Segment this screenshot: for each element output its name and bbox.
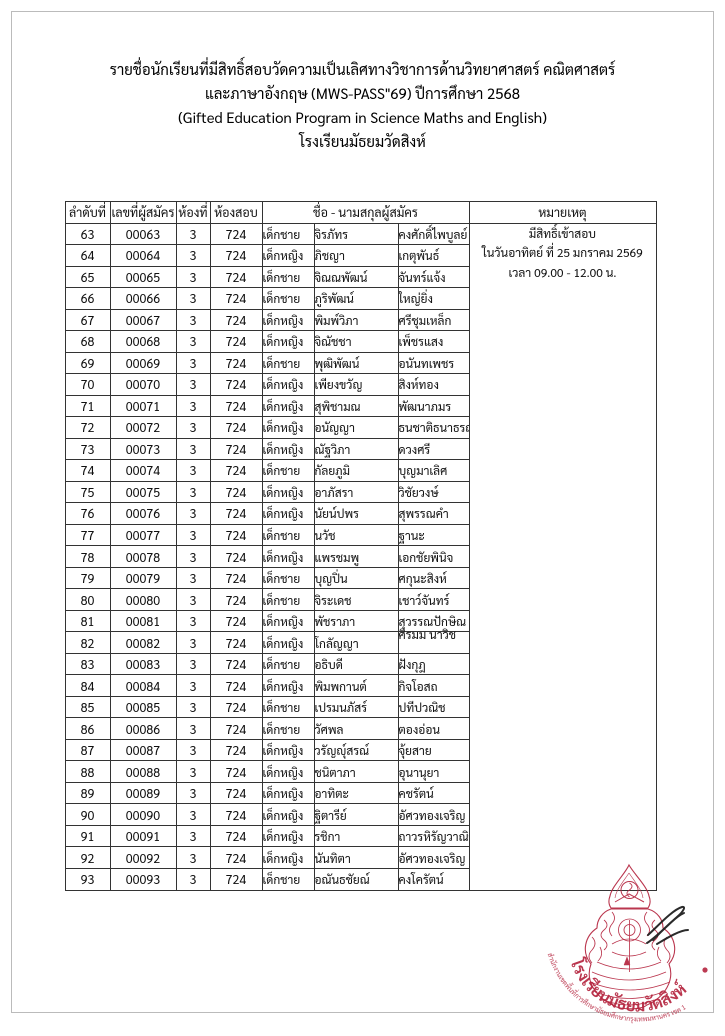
svg-text:สำนักงานเขตพื้นที่การศึกษามัธย: สำนักงานเขตพื้นที่การศึกษามัธยมศึกษากรุง…	[546, 952, 688, 1025]
svg-text:โรงเรียนมัธยมวัดสิงห์: โรงเรียนมัธยมวัดสิงห์	[566, 955, 691, 1016]
